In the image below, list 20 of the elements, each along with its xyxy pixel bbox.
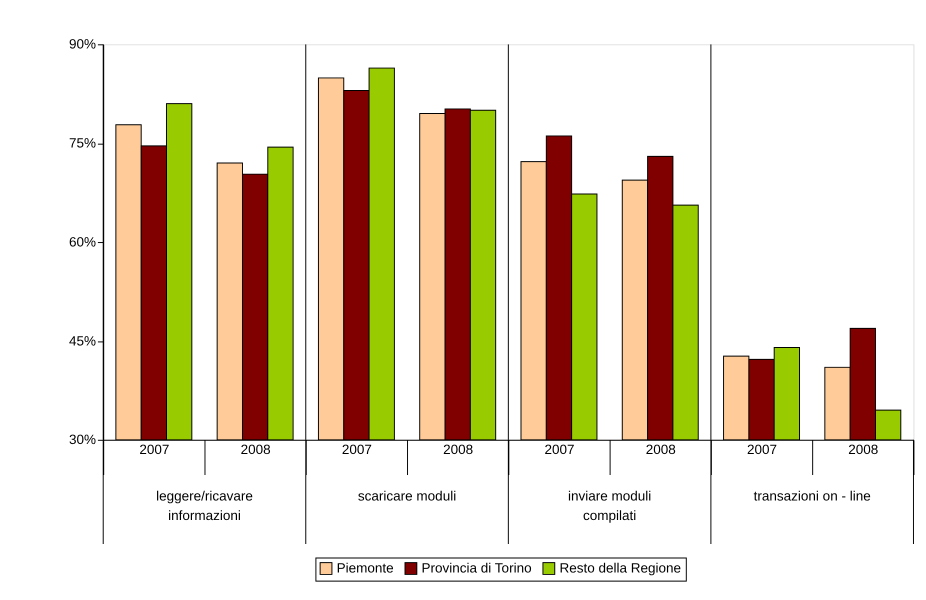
text: transazioni on - line: [754, 488, 871, 504]
x-tick-label: 2007: [746, 442, 778, 457]
x-tick-label: 2008: [240, 442, 271, 457]
x-tick-label: 2008: [443, 442, 474, 457]
x-tick-label: 2007: [544, 442, 574, 457]
legend-label: Provincia di Torino: [422, 560, 532, 576]
x-tick-label: 2007: [342, 442, 372, 457]
text: inviare moduli compilati: [568, 488, 652, 523]
y-tick-label: 75%: [68, 136, 96, 151]
text: scaricare moduli: [358, 488, 456, 504]
legend-label: Resto della Regione: [559, 560, 682, 576]
x-tick-label: 2008: [848, 442, 878, 457]
legend-label: Piemonte: [336, 560, 394, 576]
y-tick-label: 45%: [68, 333, 96, 348]
x-tick-label: 2007: [139, 442, 170, 457]
text: leggere/ricavare informazioni: [156, 488, 253, 523]
y-tick-label: 60%: [68, 234, 96, 250]
y-tick-label: 90%: [68, 36, 96, 52]
y-tick-label: 30%: [68, 432, 96, 448]
x-tick-label: 2008: [646, 442, 676, 457]
